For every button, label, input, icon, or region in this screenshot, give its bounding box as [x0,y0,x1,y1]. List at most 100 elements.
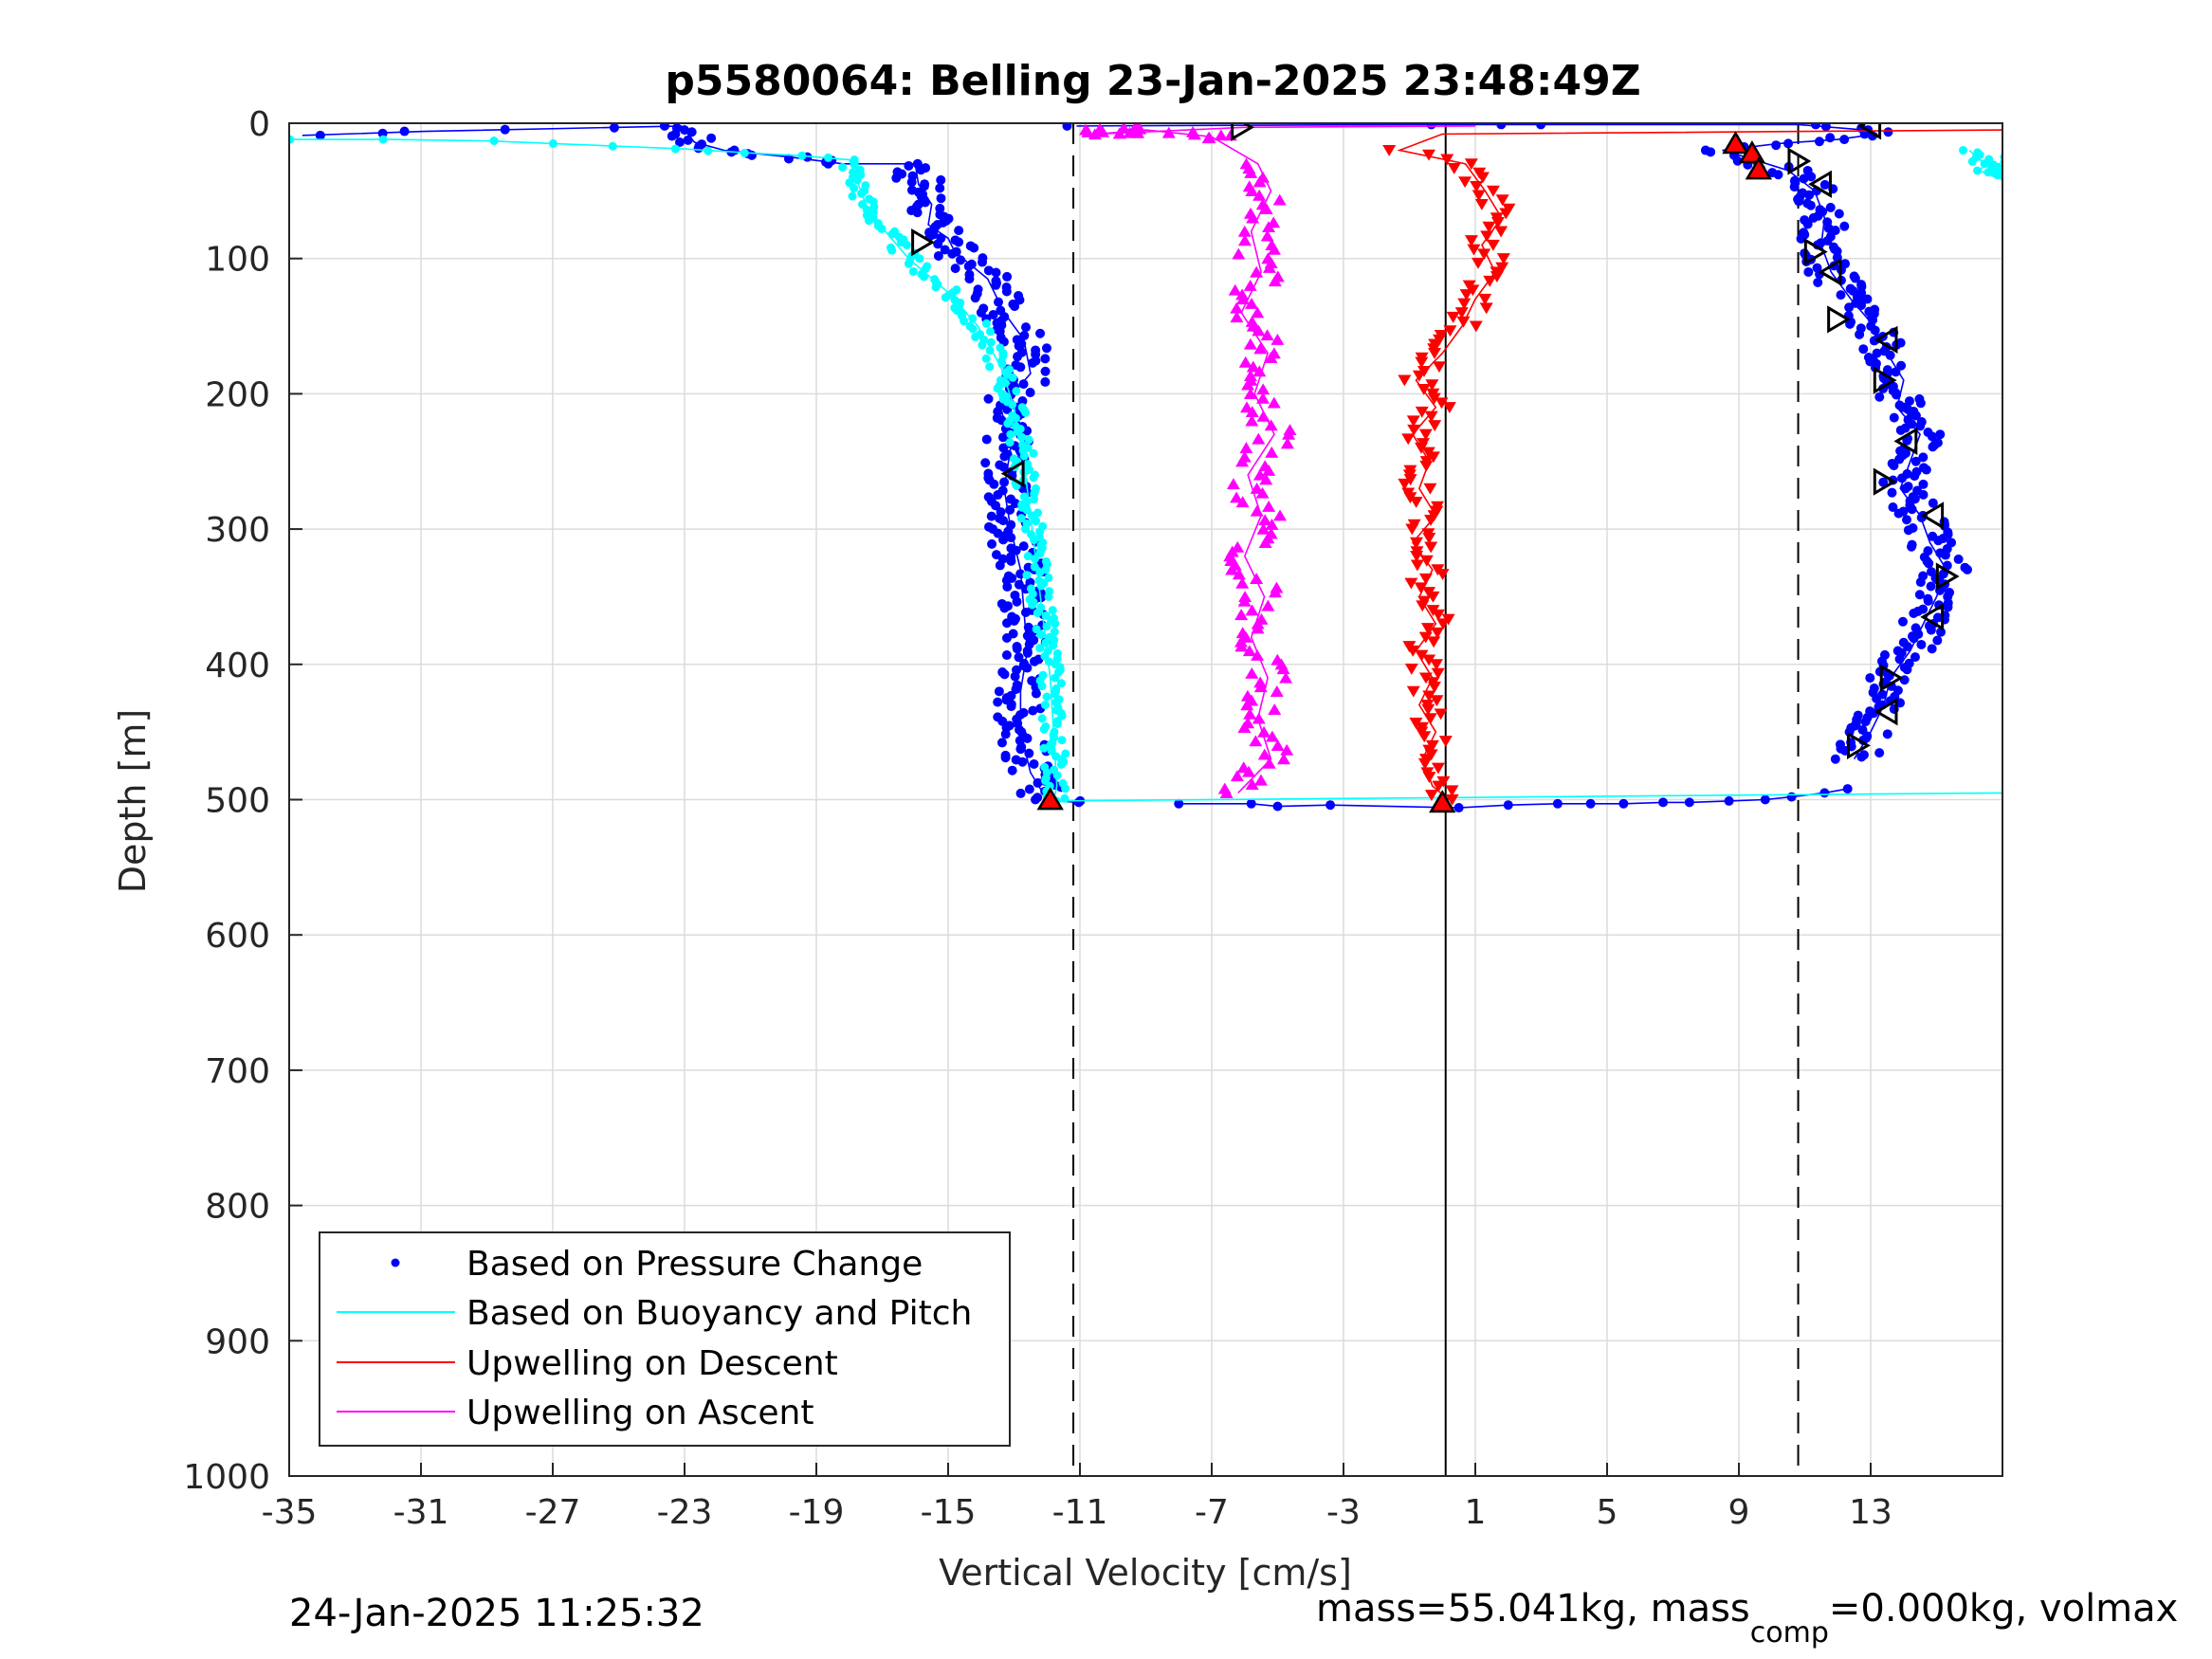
y-tick-label: 800 [205,1188,270,1227]
data-point [1001,633,1012,644]
data-point [1238,356,1252,368]
data-point [1440,154,1454,166]
data-point [1033,609,1042,618]
data-point [1480,230,1494,243]
data-point [1458,176,1472,189]
data-point [1250,504,1264,517]
data-point [1412,370,1426,382]
data-point [977,257,987,267]
data-point [1240,689,1254,702]
data-point [1464,235,1478,246]
data-point [1445,785,1459,797]
data-point [1700,145,1710,155]
data-point [1902,468,1912,479]
data-point [1469,320,1483,333]
data-point [994,297,1004,307]
data-point [1967,156,1977,166]
data-point [1011,545,1021,556]
data-point [1427,636,1441,648]
data-point [1428,347,1442,359]
data-point [954,237,964,247]
data-point [1033,777,1043,788]
data-point [1265,239,1279,251]
data-point [1409,496,1423,508]
data-point [1410,559,1424,572]
x-tick-label: 9 [1728,1493,1750,1532]
data-point [1005,504,1015,515]
y-tick-label: 200 [205,375,270,414]
data-point [1002,581,1013,592]
x-tick-label: -15 [921,1493,977,1532]
data-point [850,183,859,192]
data-point [1421,149,1435,161]
data-point [1459,289,1473,301]
data-point [1024,435,1033,445]
data-point [1432,361,1446,374]
data-point [1865,706,1875,717]
data-point [1255,198,1270,210]
data-point [933,250,943,261]
red-triangle-marker [1429,790,1456,813]
data-point [915,254,924,264]
data-point [1268,703,1282,715]
data-point [1256,383,1271,395]
data-point [1000,729,1011,739]
data-point [1552,798,1563,809]
data-point [960,317,969,326]
data-point [1415,649,1429,662]
data-point [933,239,943,249]
data-point [1243,707,1257,720]
data-point [1250,573,1264,585]
data-point [674,137,685,147]
data-point [1271,739,1285,752]
data-point [1426,451,1440,464]
data-point [986,327,996,337]
data-point [981,354,991,363]
y-tick-label: 1000 [183,1458,270,1497]
data-point [1907,539,1917,550]
data-point [1019,451,1029,461]
data-point [1030,562,1039,572]
open-triangle-marker [1231,123,1255,141]
data-point [1020,607,1031,617]
data-point [1017,432,1027,442]
data-point [1256,392,1271,404]
data-point [1443,325,1457,337]
data-point [1585,798,1596,809]
data-point [1028,357,1038,368]
data-point [1051,673,1060,683]
data-point [963,261,974,271]
data-point [1834,209,1844,219]
data-point [1028,600,1037,610]
data-point [1874,392,1885,402]
data-point [1232,568,1246,580]
data-point [891,173,902,183]
data-point [1035,644,1045,653]
data-point [1490,217,1505,228]
data-point [1894,400,1905,410]
data-point [971,332,980,341]
data-point [1040,376,1051,387]
data-point [823,158,833,169]
data-point [1456,316,1471,328]
data-point [964,274,975,284]
data-point [1431,627,1445,639]
data-point [1239,442,1253,454]
data-point [1161,126,1176,138]
data-point [1283,424,1297,436]
data-point [1280,743,1294,756]
open-triangle-marker [1873,366,1897,394]
data-point [1226,478,1240,490]
data-point [1903,482,1913,492]
data-point [1874,748,1885,758]
data-point [1264,527,1278,539]
data-point [1496,123,1507,130]
open-triangle-marker [1893,427,1918,455]
data-point [1061,784,1070,793]
data-point [1256,522,1271,535]
data-point [1262,501,1276,512]
data-point [1243,337,1257,350]
data-point [1014,652,1024,663]
data-point [1431,609,1445,621]
